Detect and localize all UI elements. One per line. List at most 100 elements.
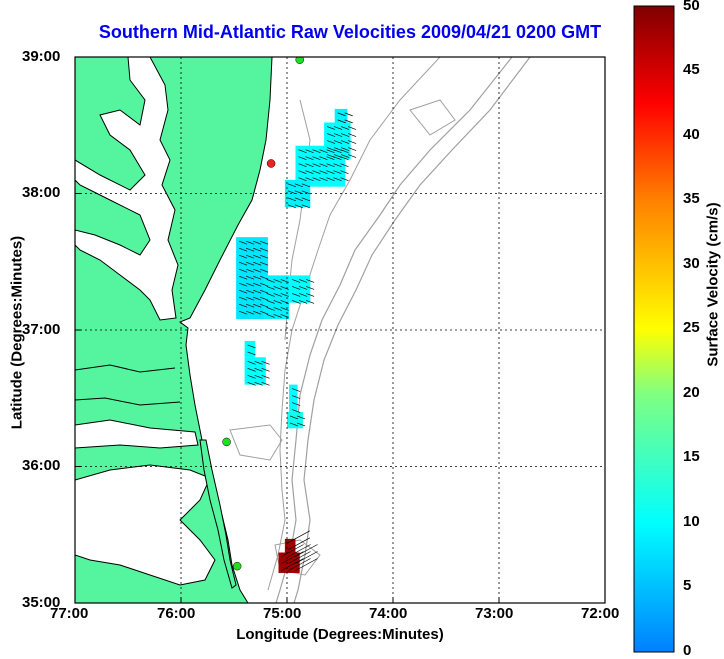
velocity-vector (245, 254, 255, 259)
velocity-vector (281, 551, 304, 564)
velocity-vector (252, 303, 262, 308)
velocity-vector (287, 204, 297, 209)
velocity-vector (333, 163, 342, 168)
velocity-cell (284, 538, 296, 553)
velocity-vector (259, 310, 269, 315)
velocity-vector (289, 422, 299, 427)
velocity-vector (340, 140, 350, 144)
colorbar (633, 5, 675, 653)
velocity-vectors (238, 112, 357, 571)
velocity-cell (287, 411, 303, 429)
velocity-cell (334, 108, 348, 123)
velocity-vector (252, 240, 262, 245)
velocity-vector (280, 314, 289, 318)
velocity-vector (326, 126, 336, 130)
velocity-vector (259, 247, 269, 252)
river-2 (75, 397, 181, 406)
velocity-vector (247, 351, 256, 356)
velocity-vector (273, 307, 282, 311)
velocity-vector (298, 279, 308, 283)
velocity-vector (291, 388, 301, 392)
velocity-vector (312, 163, 321, 168)
velocity-vector (245, 240, 255, 245)
velocity-vector (280, 307, 289, 311)
velocity-vector (305, 279, 315, 283)
bathymetry-contour-1 (275, 57, 513, 603)
velocity-vector (291, 279, 301, 283)
velocity-vector (259, 261, 269, 266)
velocity-vector (305, 156, 314, 161)
colorbar-tick-label: 45 (683, 61, 700, 78)
velocity-vector (312, 177, 321, 182)
velocity-vector (261, 381, 270, 386)
velocity-vector (245, 247, 255, 252)
velocity-vector (259, 282, 269, 287)
velocity-vector (289, 415, 299, 420)
radar-station-marker (295, 57, 304, 64)
velocity-vector (301, 204, 311, 209)
velocity-vector (344, 119, 353, 124)
x-axis-label: Longitude (Degrees:Minutes) (236, 626, 444, 643)
velocity-vector (245, 289, 255, 294)
velocity-vector (301, 190, 311, 195)
velocity-vector (337, 112, 346, 117)
velocity-cell (278, 552, 300, 573)
x-tick-label: 74:00 (369, 605, 408, 622)
velocity-vector (266, 314, 275, 318)
velocity-vector (340, 149, 349, 154)
velocity-vector (326, 149, 335, 154)
velocity-vector (287, 197, 297, 202)
velocity-vector (245, 296, 255, 301)
velocity-vector (298, 286, 308, 290)
velocity-vector (259, 289, 269, 294)
axis-tickmarks (75, 193, 500, 603)
velocity-vector (340, 177, 349, 182)
velocity-vector (273, 279, 282, 283)
y-tick-label: 37:00 (22, 321, 61, 338)
velocity-vector (252, 268, 262, 273)
velocity-vector (333, 170, 342, 175)
velocity-vector (326, 170, 335, 175)
velocity-vector (291, 395, 301, 399)
velocity-vector (245, 282, 255, 287)
velocity-vector (245, 310, 255, 315)
hf-radar-stations (222, 57, 304, 571)
velocity-vector (347, 140, 357, 144)
figure-title: Southern Mid-Atlantic Raw Velocities 200… (98, 22, 602, 42)
velocity-vector (305, 170, 314, 175)
velocity-vector (291, 300, 301, 304)
velocity-vector (305, 293, 315, 297)
colorbar-tick-label: 20 (683, 384, 700, 401)
velocity-vector (288, 551, 311, 564)
velocity-vector (312, 149, 321, 154)
colorbar-tick-label: 40 (683, 126, 700, 143)
velocity-vector (261, 374, 270, 379)
velocity-vector (238, 289, 248, 294)
velocity-vector (252, 310, 262, 315)
velocity-vector (340, 147, 350, 151)
velocity-vector (259, 303, 269, 308)
velocity-vector (301, 183, 311, 188)
velocity-vector (295, 558, 318, 571)
radar-station-marker (222, 437, 231, 447)
velocity-cell (244, 340, 256, 358)
velocity-vector (247, 360, 256, 365)
velocity-vector (238, 240, 248, 245)
velocity-vector (319, 156, 328, 161)
velocity-vector (298, 293, 308, 297)
velocity-vector (266, 293, 275, 297)
velocity-vector (238, 254, 248, 259)
velocity-vector (252, 289, 262, 294)
velocity-vector (245, 303, 255, 308)
velocity-vector (347, 154, 357, 158)
velocity-vector (245, 275, 255, 280)
y-tick-label: 35:00 (22, 594, 61, 611)
velocity-vector (295, 551, 318, 564)
velocity-vector (291, 293, 301, 297)
velocity-vector (254, 374, 263, 379)
velocity-vector (294, 204, 304, 209)
velocity-vector (298, 177, 307, 182)
velocity-vector (344, 112, 353, 117)
velocity-vector (238, 303, 248, 308)
